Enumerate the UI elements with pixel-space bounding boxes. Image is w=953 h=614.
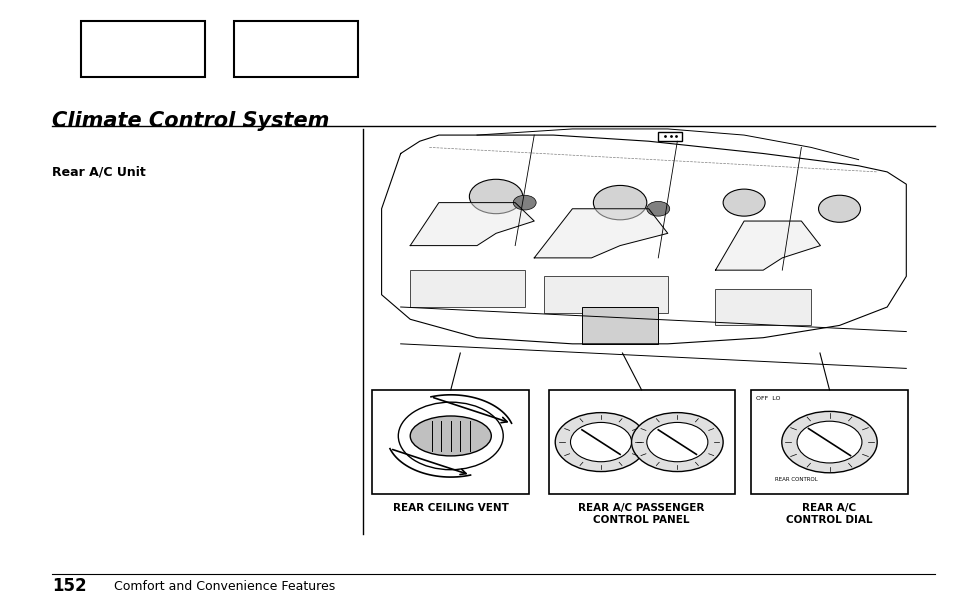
Text: OFF  LO: OFF LO — [755, 396, 780, 401]
Circle shape — [555, 413, 646, 472]
Bar — [548, 390, 734, 494]
Polygon shape — [715, 221, 820, 270]
Text: REAR CONTROL: REAR CONTROL — [774, 477, 817, 482]
Text: 152: 152 — [52, 577, 87, 596]
Circle shape — [593, 185, 646, 220]
Circle shape — [570, 422, 631, 462]
Bar — [750, 390, 907, 494]
Circle shape — [513, 195, 536, 210]
Circle shape — [469, 179, 522, 214]
Circle shape — [646, 201, 669, 216]
Bar — [367, 141, 934, 491]
Circle shape — [722, 189, 764, 216]
Bar — [372, 390, 529, 494]
Polygon shape — [410, 203, 534, 246]
Bar — [81, 21, 205, 77]
Polygon shape — [534, 209, 667, 258]
Bar — [543, 276, 667, 313]
Text: Comfort and Convenience Features: Comfort and Convenience Features — [114, 580, 335, 593]
Bar — [581, 307, 658, 344]
Circle shape — [796, 421, 862, 463]
Bar — [658, 132, 681, 141]
Circle shape — [631, 413, 722, 472]
Circle shape — [781, 411, 877, 473]
Circle shape — [818, 195, 860, 222]
Ellipse shape — [410, 416, 491, 456]
Bar — [233, 21, 357, 77]
Bar — [410, 270, 524, 307]
Text: REAR A/C PASSENGER
CONTROL PANEL: REAR A/C PASSENGER CONTROL PANEL — [578, 503, 704, 525]
Text: Climate Control System: Climate Control System — [52, 111, 330, 131]
Bar — [715, 289, 810, 325]
Text: Rear A/C Unit: Rear A/C Unit — [52, 166, 146, 179]
Text: REAR CEILING VENT: REAR CEILING VENT — [393, 503, 508, 513]
Circle shape — [646, 422, 707, 462]
Text: REAR A/C
CONTROL DIAL: REAR A/C CONTROL DIAL — [785, 503, 872, 525]
